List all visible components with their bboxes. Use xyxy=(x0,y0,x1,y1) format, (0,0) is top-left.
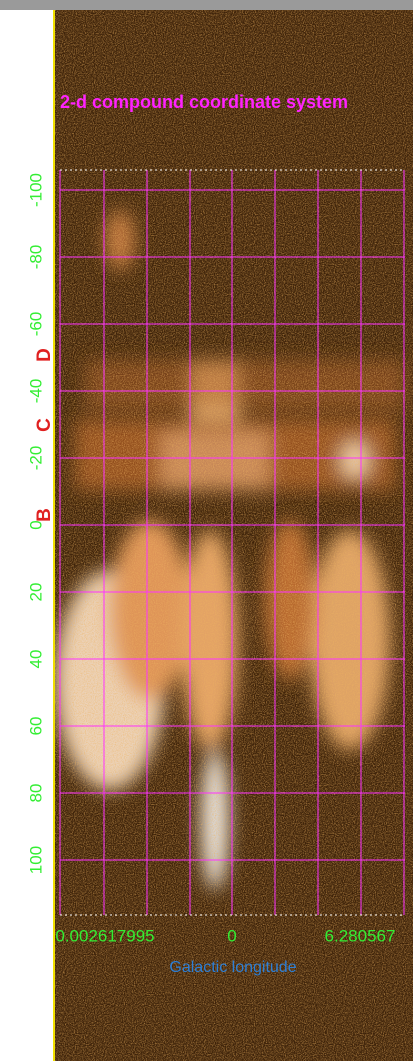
y-tick-label: 60 xyxy=(26,717,45,736)
x-tick-label: 0.002617995 xyxy=(55,926,154,945)
y-tick-label: 40 xyxy=(26,650,45,669)
y-tick-label: 100 xyxy=(26,846,45,874)
x-tick-label: 6.280567 xyxy=(325,926,396,945)
title: 2-d compound coordinate system xyxy=(60,92,348,112)
marker-label: D xyxy=(34,348,55,362)
y-tick-label: -80 xyxy=(26,245,45,270)
y-tick-label: -60 xyxy=(26,312,45,337)
x-tick-label: 0 xyxy=(227,926,236,945)
page: 2-d compound coordinate system Galactic … xyxy=(0,0,413,1061)
y-tick-label: -100 xyxy=(26,173,45,207)
top-border xyxy=(0,0,413,10)
y-tick-label: -20 xyxy=(26,446,45,471)
viewer: 2-d compound coordinate system Galactic … xyxy=(0,0,413,1061)
marker-label: B xyxy=(34,508,55,522)
marker-label: C xyxy=(34,418,55,432)
divider xyxy=(53,10,55,1061)
y-tick-label: 20 xyxy=(26,583,45,602)
sky-image xyxy=(55,10,413,1061)
y-tick-label: -40 xyxy=(26,379,45,404)
x-axis-label: Galactic longitude xyxy=(169,959,296,976)
y-tick-label: 80 xyxy=(26,784,45,803)
